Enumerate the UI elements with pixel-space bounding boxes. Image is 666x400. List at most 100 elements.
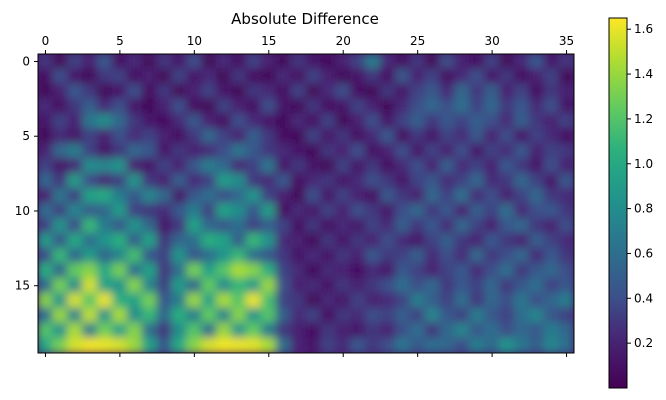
heatmap-cell (245, 158, 262, 175)
heatmap-cell (231, 337, 247, 353)
heatmap-cell (52, 203, 69, 219)
heatmap-cell (67, 113, 84, 130)
heatmap-cell (156, 247, 173, 264)
heatmap-cell (156, 337, 173, 353)
heatmap-cell (52, 292, 69, 309)
heatmap-cell (156, 83, 173, 100)
heatmap-cell (499, 98, 515, 115)
heatmap-cell (275, 143, 292, 160)
heatmap-cell (365, 68, 381, 85)
heatmap-cell (350, 337, 367, 353)
heatmap-cell (439, 128, 456, 145)
heatmap-cell (260, 307, 277, 324)
heatmap-cell (379, 292, 396, 309)
heatmap-cell (335, 113, 352, 130)
heatmap-cell (67, 173, 84, 190)
heatmap-cell (513, 68, 530, 85)
heatmap-cell (156, 98, 173, 115)
heatmap-cell (513, 217, 530, 234)
heatmap-cell (111, 68, 128, 85)
heatmap-cell (558, 128, 574, 145)
heatmap-cell (335, 173, 352, 190)
colorbar-tick-label: 0.4 (634, 291, 653, 305)
heatmap-cell (409, 158, 426, 175)
heatmap-cell (216, 68, 233, 85)
heatmap-cell (201, 98, 218, 115)
heatmap-cell (350, 54, 367, 70)
heatmap-cell (111, 232, 128, 249)
heatmap-cell (543, 217, 560, 234)
heatmap-cell (558, 68, 574, 85)
heatmap-cell (171, 337, 188, 353)
heatmap-cell (409, 203, 426, 219)
heatmap-cell (97, 143, 113, 160)
heatmap-cell (543, 98, 560, 115)
heatmap-cell (156, 68, 173, 85)
heatmap-cell (275, 188, 292, 204)
heatmap-cell (335, 292, 352, 309)
heatmap-cell (67, 68, 84, 85)
heatmap-cell (216, 83, 233, 100)
heatmap-cell (171, 307, 188, 324)
heatmap-cell (156, 262, 173, 279)
colorbar-tick-label: 0.6 (634, 246, 653, 260)
heatmap-cell (245, 203, 262, 219)
heatmap-cell (513, 203, 530, 219)
heatmap-area (38, 54, 574, 353)
heatmap-cell (335, 143, 352, 160)
heatmap-cell (67, 307, 84, 324)
colorbar-tick-label: 1.0 (634, 157, 653, 171)
heatmap-cell (424, 173, 441, 190)
heatmap-cell (141, 337, 158, 353)
heatmap-cell (231, 173, 247, 190)
heatmap-cell (394, 307, 411, 324)
heatmap-cell (484, 277, 501, 294)
heatmap-cell (379, 98, 396, 115)
heatmap-cell (454, 54, 471, 70)
heatmap-cell (350, 232, 367, 249)
heatmap-cell (156, 158, 173, 175)
heatmap-cell (439, 337, 456, 353)
heatmap-cell (305, 128, 322, 145)
heatmap-cell (275, 277, 292, 294)
heatmap-cell (528, 188, 545, 204)
heatmap-cell (275, 68, 292, 85)
heatmap-cell (484, 143, 501, 160)
heatmap-cell (82, 262, 99, 279)
heatmap-cell (38, 98, 54, 115)
heatmap-cell (52, 262, 69, 279)
heatmap-cell (275, 128, 292, 145)
y-tick-label: 15 (15, 279, 30, 293)
heatmap-cell (97, 322, 113, 339)
heatmap-cell (305, 277, 322, 294)
heatmap-cell (111, 143, 128, 160)
heatmap-cell (216, 292, 233, 309)
heatmap-cell (350, 203, 367, 219)
heatmap-cell (141, 262, 158, 279)
heatmap-cell (97, 68, 113, 85)
heatmap-cell (350, 188, 367, 204)
heatmap-cell (439, 247, 456, 264)
heatmap-cell (82, 217, 99, 234)
heatmap-cell (231, 232, 247, 249)
heatmap-cell (38, 277, 54, 294)
heatmap-cell (67, 337, 84, 353)
heatmap-cell (558, 173, 574, 190)
heatmap-cell (52, 247, 69, 264)
heatmap-cell (528, 307, 545, 324)
heatmap-cell (67, 188, 84, 204)
heatmap-cell (484, 158, 501, 175)
heatmap-cell (141, 232, 158, 249)
heatmap-cell (216, 203, 233, 219)
heatmap-cell (231, 158, 247, 175)
heatmap-cell (469, 203, 486, 219)
heatmap-cell (528, 277, 545, 294)
heatmap-cell (365, 262, 381, 279)
heatmap-cell (290, 68, 307, 85)
heatmap-cell (499, 54, 515, 70)
heatmap-cell (513, 188, 530, 204)
heatmap-cell (379, 83, 396, 100)
heatmap-cell (558, 203, 574, 219)
heatmap-cell (171, 188, 188, 204)
heatmap-cell (320, 68, 337, 85)
